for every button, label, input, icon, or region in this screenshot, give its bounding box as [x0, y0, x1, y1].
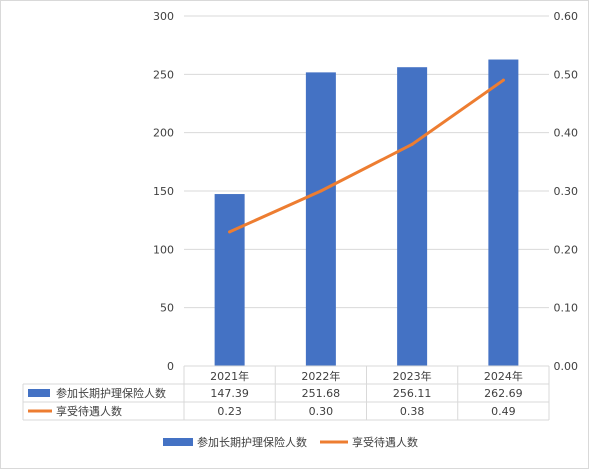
- table-value-cell: 0.49: [491, 405, 516, 418]
- y-right-tick-label: 0.60: [554, 10, 579, 23]
- line-point-2024年: [501, 78, 505, 82]
- legend-bar-key: [163, 438, 193, 446]
- y-right-tick-label: 0.20: [554, 243, 579, 256]
- y-left-tick-label: 200: [153, 127, 174, 140]
- y-right-tick-label: 0.50: [554, 68, 579, 81]
- x-category-label: 2023年: [393, 369, 432, 383]
- legend-label: 参加长期护理保险人数: [197, 435, 307, 449]
- table-value-cell: 262.69: [484, 387, 523, 400]
- bar-2023年: [397, 67, 428, 366]
- line-point-2021年: [228, 230, 232, 234]
- table-value-cell: 147.39: [210, 387, 249, 400]
- y-right-tick-label: 0.10: [554, 302, 579, 315]
- bar-2021年: [214, 194, 245, 366]
- table-value-cell: 251.68: [302, 387, 341, 400]
- x-category-label: 2022年: [301, 369, 340, 383]
- x-category-label: 2021年: [210, 369, 249, 383]
- line-point-2023年: [410, 142, 414, 146]
- y-right-tick-label: 0.00: [554, 360, 579, 373]
- x-category-label: 2024年: [484, 369, 523, 383]
- y-left-tick-label: 50: [160, 302, 174, 315]
- table-value-cell: 0.30: [309, 405, 334, 418]
- y-left-tick-label: 0: [167, 360, 174, 373]
- line-point-2022年: [319, 189, 323, 193]
- legend-label: 享受待遇人数: [352, 435, 418, 449]
- table-value-cell: 0.23: [217, 405, 242, 418]
- table-series-name: 享受待遇人数: [56, 404, 122, 418]
- y-left-tick-label: 100: [153, 243, 174, 256]
- table-value-cell: 0.38: [400, 405, 425, 418]
- y-right-tick-label: 0.30: [554, 185, 579, 198]
- table-series-name: 参加长期护理保险人数: [56, 386, 166, 400]
- table-value-cell: 256.11: [393, 387, 432, 400]
- y-left-tick-label: 150: [153, 185, 174, 198]
- y-left-tick-label: 300: [153, 10, 174, 23]
- bar-2022年: [305, 72, 336, 366]
- y-left-tick-label: 250: [153, 68, 174, 81]
- table-legend-bar-key: [28, 389, 50, 397]
- line-series-path: [228, 78, 505, 234]
- y-right-tick-label: 0.40: [554, 127, 579, 140]
- bar-2024年: [488, 59, 519, 367]
